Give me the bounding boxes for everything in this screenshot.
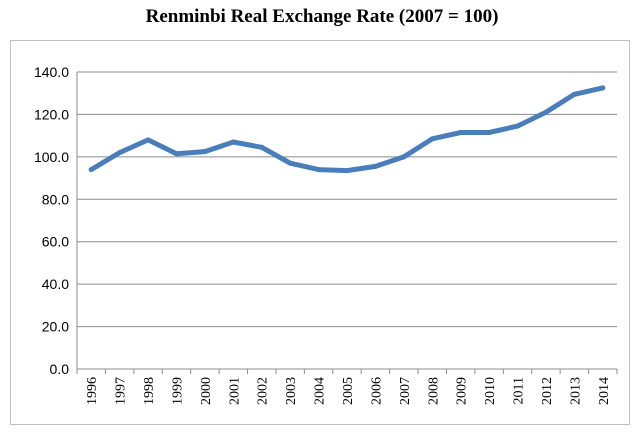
x-tick-label: 2001 (227, 377, 242, 405)
data-point (344, 168, 350, 174)
data-point (202, 149, 208, 155)
data-point (372, 163, 378, 169)
x-tick-label: 2014 (597, 377, 612, 405)
x-tick-label: 2000 (199, 377, 214, 405)
x-tick-label: 1997 (114, 377, 129, 405)
data-point (230, 139, 236, 145)
data-point (88, 167, 94, 173)
x-tick-label: 2003 (284, 377, 299, 405)
x-tick-label: 2007 (398, 377, 413, 405)
x-tick-label: 1999 (170, 377, 185, 405)
x-tick-label: 1998 (142, 377, 157, 405)
data-point (600, 85, 606, 91)
x-tick-label: 2002 (256, 377, 271, 405)
data-point (117, 150, 123, 156)
data-point (316, 167, 322, 173)
x-tick-label: 2009 (455, 377, 470, 405)
chart-title: Renminbi Real Exchange Rate (2007 = 100) (145, 6, 499, 27)
x-tick-label: 2005 (341, 377, 356, 405)
data-point (259, 144, 265, 150)
x-tick-label: 2006 (369, 377, 384, 405)
y-tick-label: 80.0 (42, 191, 69, 207)
data-point (486, 129, 492, 135)
data-point (571, 91, 577, 97)
series-line (88, 85, 606, 174)
x-tick-label: 2008 (426, 377, 441, 405)
y-tick-label: 20.0 (42, 319, 69, 335)
x-tick-label: 2004 (313, 377, 328, 405)
y-tick-label: 60.0 (42, 234, 69, 250)
data-point (458, 129, 464, 135)
data-point (515, 123, 521, 129)
chart-frame (10, 40, 630, 425)
y-tick-label: 100.0 (34, 149, 69, 165)
data-point (145, 137, 151, 143)
x-tick-label: 1996 (85, 377, 100, 405)
x-tick-label: 2010 (483, 377, 498, 405)
data-point (173, 151, 179, 157)
x-tick-label: 2013 (568, 377, 583, 405)
data-point (287, 160, 293, 166)
y-tick-label: 40.0 (42, 276, 69, 292)
y-tick-label: 0.0 (50, 361, 70, 377)
data-point (429, 136, 435, 142)
y-tick-label: 120.0 (34, 106, 69, 122)
data-point (543, 109, 549, 115)
y-tick-label: 140.0 (34, 64, 69, 80)
x-tick-label: 2011 (512, 377, 527, 404)
data-point (401, 154, 407, 160)
x-tick-label: 2012 (540, 377, 555, 405)
